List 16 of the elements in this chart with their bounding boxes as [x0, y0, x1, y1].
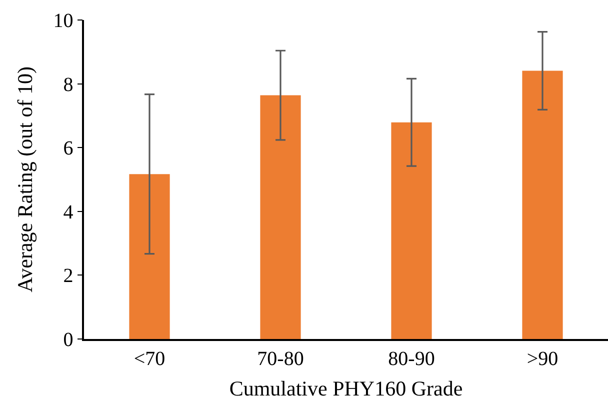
y-tick-label: 10: [53, 10, 74, 32]
bar: [522, 70, 563, 339]
y-tick-label: 2: [63, 265, 74, 288]
x-axis-title: Cumulative PHY160 Grade: [229, 376, 463, 401]
y-tick-label: 4: [63, 201, 74, 224]
y-tick-label: 0: [63, 329, 74, 351]
x-tick-label: 80-90: [388, 348, 435, 370]
x-tick-label: >90: [526, 348, 558, 370]
bar: [260, 95, 301, 339]
y-tick-label: 8: [63, 74, 74, 96]
y-axis-title: Average Rating (out of 10): [12, 66, 37, 292]
bar: [391, 122, 432, 339]
x-tick-label: <70: [134, 348, 166, 370]
x-tick-label: 70-80: [257, 348, 304, 370]
y-tick-label: 6: [63, 138, 74, 160]
bar: [129, 174, 170, 339]
